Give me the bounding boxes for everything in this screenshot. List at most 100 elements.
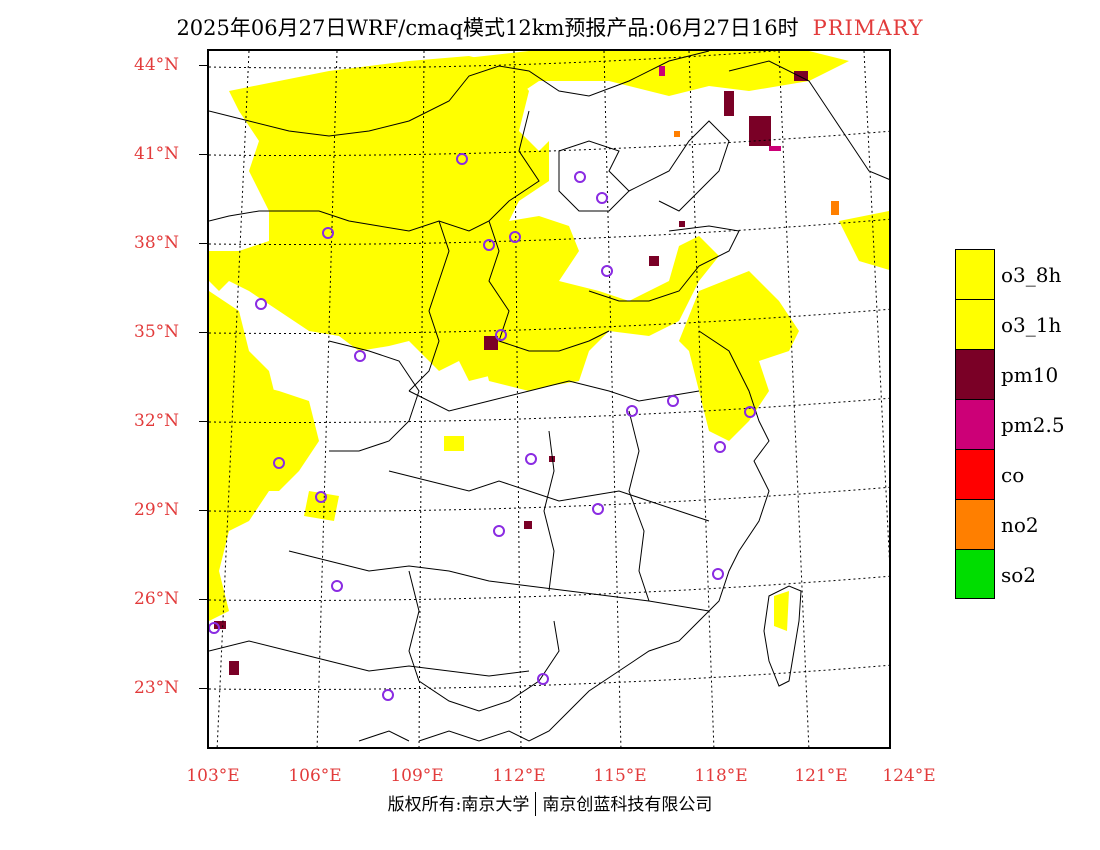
lat-label-26n: 26°N [134, 589, 180, 609]
parallel-38n [209, 218, 889, 245]
meridian-124e [863, 51, 889, 562]
lat-label-44n: 44°N [134, 55, 180, 75]
station-marker [537, 673, 549, 685]
legend-swatch [955, 449, 995, 499]
station-marker [744, 406, 756, 418]
legend-swatch [955, 549, 995, 599]
title-main: 2025年06月27日WRF/cmaq模式12km预报产品:06月27日16时 [176, 16, 799, 40]
footer-divider [535, 792, 537, 816]
boundary-south [288, 550, 710, 612]
parallel-29n [209, 486, 889, 512]
parallel-44n [209, 51, 780, 69]
lon-label-112e: 112°E [492, 766, 546, 786]
no2-patch [674, 131, 680, 137]
meridian-121e [778, 51, 810, 747]
parallel-35n [209, 308, 889, 334]
boundary-jiangxi-fujian [543, 430, 555, 592]
lat-label-23n: 23°N [134, 678, 180, 698]
boundary-southeast [388, 470, 710, 522]
lon-label-103e: 103°E [186, 766, 240, 786]
lat-tick [199, 243, 207, 244]
lat-tick [199, 421, 207, 422]
boundary-liaoning [628, 120, 730, 212]
station-marker [493, 525, 505, 537]
pm10-patch [794, 71, 808, 81]
lon-label-118e: 118°E [694, 766, 748, 786]
footer-left: 版权所有:南京大学 [387, 795, 530, 815]
lon-label-115e: 115°E [593, 766, 647, 786]
legend-swatch [955, 299, 995, 349]
parallel-41n [209, 130, 889, 156]
legend-swatch [955, 499, 995, 549]
lat-tick [199, 599, 207, 600]
station-marker [509, 231, 521, 243]
boundary-taiwan [763, 585, 802, 687]
meridian-118e [688, 51, 715, 747]
station-marker [483, 239, 495, 251]
title-tag: PRIMARY [812, 16, 924, 40]
boundary-jiangxi-zhejiang [628, 410, 650, 602]
legend-label: o3_8h [1001, 263, 1062, 287]
boundary-central [408, 220, 450, 392]
pm-patches [214, 66, 839, 675]
o3-region-patch-3 [444, 436, 464, 451]
lat-label-32n: 32°N [134, 411, 180, 431]
pm10-patch [484, 336, 498, 350]
station-marker [255, 298, 267, 310]
meridian-115e [603, 51, 622, 747]
pm10-patch [524, 521, 532, 529]
meridian-lines [216, 51, 889, 747]
o3-region-top-strip [439, 51, 849, 111]
pm10-patch [649, 256, 659, 266]
station-marker [354, 350, 366, 362]
legend-swatch [955, 349, 995, 399]
legend-label: co [1001, 463, 1025, 487]
legend-label: no2 [1001, 513, 1039, 537]
lat-label-41n: 41°N [134, 144, 180, 164]
lat-label-35n: 35°N [134, 322, 180, 342]
lat-tick [199, 154, 207, 155]
boundary-hainan [358, 730, 410, 742]
station-marker [331, 580, 343, 592]
legend-item-no2: no2 [955, 499, 1100, 549]
lat-tick [199, 332, 207, 333]
station-marker [315, 491, 327, 503]
station-marker [322, 227, 334, 239]
station-marker [596, 192, 608, 204]
station-marker [495, 329, 507, 341]
o3-region-north [209, 56, 719, 386]
boundary-east-coast [418, 330, 770, 742]
pm10-patch [214, 621, 226, 629]
map-title: 2025年06月27日WRF/cmaq模式12km预报产品:06月27日16时 P… [0, 12, 1100, 42]
province-boundaries [209, 51, 889, 742]
parallel-23n [209, 664, 889, 690]
boundary-north [209, 51, 710, 137]
boundary-northeast [728, 60, 889, 180]
pm2-5-patch [769, 146, 781, 151]
legend-swatch [955, 399, 995, 449]
station-marker [714, 441, 726, 453]
station-marker [592, 503, 604, 515]
station-marker [626, 405, 638, 417]
legend-label: o3_1h [1001, 313, 1062, 337]
boundary-shandong [588, 225, 740, 302]
o3-region-east [679, 271, 799, 441]
station-marker [667, 395, 679, 407]
station-marker [601, 265, 613, 277]
map-frame [207, 49, 891, 749]
pm10-patch [679, 221, 685, 227]
meridian-103e [216, 51, 250, 747]
pm10-patch [724, 91, 734, 116]
o3-region-coast [839, 211, 889, 270]
station-marker [525, 453, 537, 465]
lat-tick [199, 65, 207, 66]
o3-region-taiwan [774, 591, 789, 631]
legend: o3_8h o3_1h pm10 pm2.5 co no2 so2 [955, 249, 1100, 599]
lon-label-106e: 106°E [288, 766, 342, 786]
legend-label: pm10 [1001, 363, 1059, 387]
legend-label: pm2.5 [1001, 413, 1065, 437]
parallel-32n [209, 397, 889, 423]
meridian-106e [316, 51, 338, 747]
lat-tick [199, 688, 207, 689]
boundary-sichuan-chongqing [328, 340, 420, 452]
